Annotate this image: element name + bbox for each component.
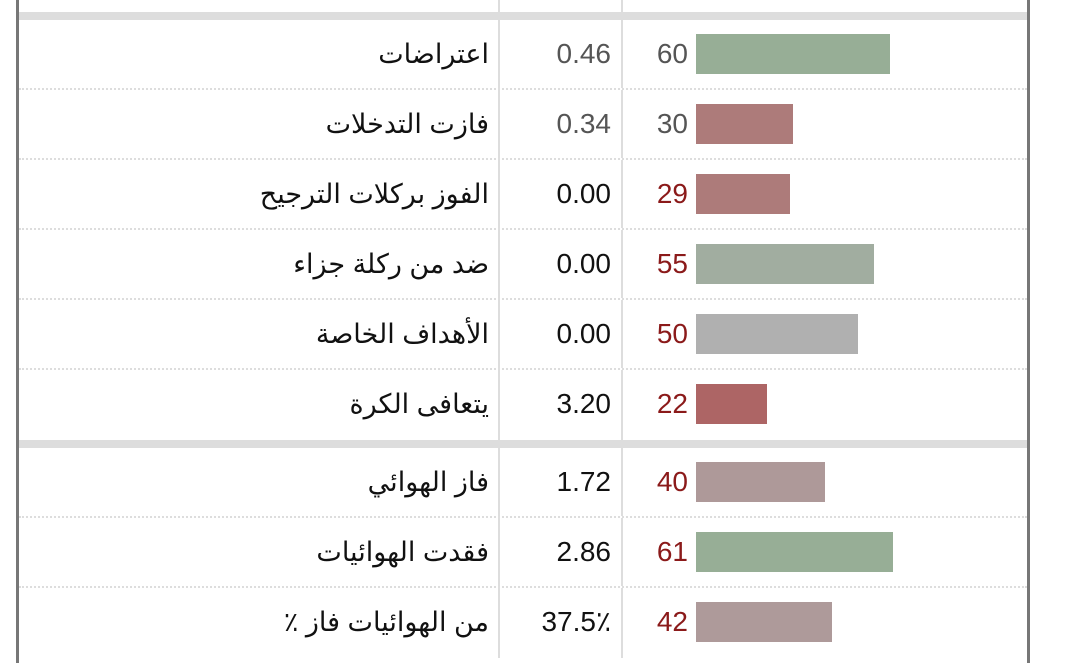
stats-group-1: اعتراضات 0.46 60 فازت التدخلات 0.34 30 ا…	[19, 20, 1027, 440]
stat-rank: 55	[656, 248, 688, 279]
column-divider	[621, 518, 623, 586]
stat-value: 2.86	[556, 536, 612, 567]
rank-bar	[696, 384, 768, 424]
column-divider	[498, 230, 500, 298]
section-separator	[19, 12, 1027, 20]
column-divider	[498, 518, 500, 586]
stat-label: الأهداف الخاصة	[315, 319, 489, 349]
stat-value: 0.34	[556, 108, 612, 139]
column-divider	[621, 230, 623, 298]
table-row: ضد من ركلة جزاء 0.00 55	[19, 230, 1027, 300]
rank-bar	[696, 462, 826, 502]
stat-label: فاز الهوائي	[367, 467, 489, 497]
column-divider	[498, 90, 500, 158]
stat-rank: 61	[656, 536, 688, 567]
table-row: الأهداف الخاصة 0.00 50	[19, 300, 1027, 370]
stat-value: 3.20	[556, 388, 612, 419]
stat-value: 0.46	[556, 38, 612, 69]
column-divider	[498, 0, 500, 12]
stats-group-2: فاز الهوائي 1.72 40 فقدت الهوائيات 2.86 …	[19, 448, 1027, 658]
table-row: الفوز بركلات الترجيح 0.00 29	[19, 160, 1027, 230]
rank-bar	[696, 34, 890, 74]
section-separator	[19, 440, 1027, 448]
rank-bar	[696, 532, 894, 572]
table-row: من الهوائيات فاز ٪ 37.5٪ 42	[19, 588, 1027, 658]
table-row: فازت التدخلات 0.34 30	[19, 90, 1027, 160]
column-divider	[621, 160, 623, 228]
column-divider	[498, 588, 500, 658]
stat-value: 0.00	[556, 318, 612, 349]
previous-row-stub	[19, 0, 1027, 12]
stat-label: من الهوائيات فاز ٪	[283, 607, 489, 637]
column-divider	[621, 20, 623, 88]
column-divider	[498, 20, 500, 88]
column-divider	[621, 300, 623, 368]
stat-rank: 22	[656, 388, 688, 419]
rank-bar	[696, 314, 858, 354]
column-divider	[498, 370, 500, 440]
column-divider	[621, 90, 623, 158]
stat-label: الفوز بركلات الترجيح	[259, 179, 489, 209]
table-row: فقدت الهوائيات 2.86 61	[19, 518, 1027, 588]
rank-bar	[696, 174, 790, 214]
column-divider	[498, 300, 500, 368]
stat-label: فازت التدخلات	[325, 109, 489, 139]
stat-rank: 30	[656, 108, 688, 139]
stat-value: 37.5٪	[541, 606, 611, 637]
stat-rank: 60	[656, 38, 688, 69]
rank-bar	[696, 602, 832, 642]
stat-label: اعتراضات	[378, 39, 489, 69]
rank-bar	[696, 104, 793, 144]
column-divider	[498, 448, 500, 516]
column-divider	[621, 448, 623, 516]
stats-table: اعتراضات 0.46 60 فازت التدخلات 0.34 30 ا…	[16, 0, 1030, 663]
column-divider	[621, 0, 623, 12]
stat-rank: 29	[656, 178, 688, 209]
stat-value: 0.00	[556, 178, 612, 209]
stat-rank: 40	[656, 466, 688, 497]
stat-label: فقدت الهوائيات	[316, 537, 489, 567]
table-row: اعتراضات 0.46 60	[19, 20, 1027, 90]
stat-value: 0.00	[556, 248, 612, 279]
table-row: فاز الهوائي 1.72 40	[19, 448, 1027, 518]
stat-label: يتعافى الكرة	[349, 389, 489, 419]
stat-label: ضد من ركلة جزاء	[293, 249, 489, 279]
table-row: يتعافى الكرة 3.20 22	[19, 370, 1027, 440]
column-divider	[621, 370, 623, 440]
rank-bar	[696, 244, 874, 284]
column-divider	[621, 588, 623, 658]
stat-rank: 50	[656, 318, 688, 349]
column-divider	[498, 160, 500, 228]
stat-value: 1.72	[556, 466, 612, 497]
stat-rank: 42	[656, 606, 688, 637]
